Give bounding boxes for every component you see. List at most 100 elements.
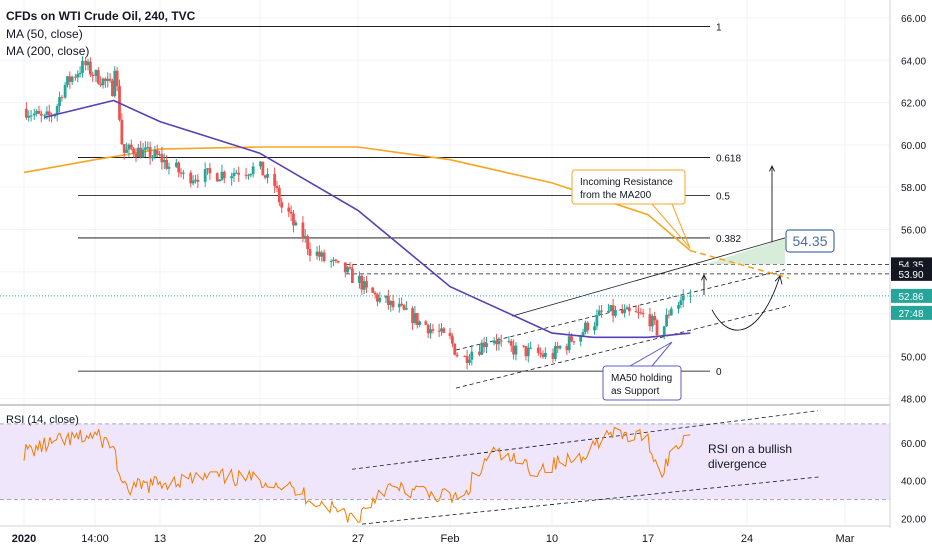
support-callout-pointer xyxy=(629,341,673,367)
candle-body xyxy=(111,80,114,97)
candle-body xyxy=(232,172,236,177)
candle-body xyxy=(539,352,543,354)
candle-body xyxy=(526,347,530,357)
candle-body xyxy=(411,308,414,323)
candle-body xyxy=(429,329,432,334)
candle-body xyxy=(362,281,366,290)
candle-body xyxy=(681,295,685,301)
candle-body xyxy=(208,168,212,174)
candle-body xyxy=(106,78,110,82)
candle-body xyxy=(524,346,528,357)
candle-body xyxy=(43,114,46,116)
candle-body xyxy=(543,352,547,357)
candle-body xyxy=(579,335,583,342)
fib-label-0.5: 0.5 xyxy=(716,192,730,203)
channel-mid-dashed xyxy=(455,269,786,351)
price-tick-label: 66.00 xyxy=(901,14,926,25)
arrow-up-breakout-head xyxy=(768,164,776,172)
price-tag-box xyxy=(891,305,932,320)
candle-body xyxy=(572,341,576,343)
rsi-band-lines xyxy=(0,423,890,501)
candle-body xyxy=(332,259,335,261)
candle-body xyxy=(230,176,234,179)
candle-body xyxy=(144,147,147,150)
support-callout: MA50 holding as Support xyxy=(602,341,682,401)
candle-body xyxy=(277,188,281,203)
rsi-note-line2: divergence xyxy=(708,457,767,471)
candle-body xyxy=(553,346,557,359)
candle-body xyxy=(567,336,571,351)
ma50-line xyxy=(44,99,691,339)
candle-body xyxy=(113,70,117,97)
candle-body xyxy=(627,307,631,312)
candle-body xyxy=(400,303,404,306)
candle-body xyxy=(437,330,441,332)
candle-body xyxy=(179,172,183,174)
resistance-callout-line1: Incoming Resistance xyxy=(580,177,673,188)
candle-body xyxy=(606,310,610,312)
candle-body xyxy=(136,147,140,157)
candle-body xyxy=(81,60,84,73)
candle-body xyxy=(189,172,193,184)
candle-body xyxy=(541,353,545,357)
candle-body xyxy=(45,111,49,115)
time-tick-label: 24 xyxy=(741,533,753,545)
price-tick-label: 64.00 xyxy=(901,56,926,67)
support-callout-line1: MA50 holding xyxy=(611,373,672,384)
candle-body xyxy=(440,328,443,332)
candle-body xyxy=(465,356,469,363)
candle-body xyxy=(384,295,388,298)
candle-body xyxy=(191,180,195,184)
candle-body xyxy=(376,294,379,302)
candle-body xyxy=(495,340,498,345)
candle-body xyxy=(249,173,253,176)
candle-body xyxy=(655,320,659,336)
candle-body xyxy=(196,179,200,182)
fib-label-0.618: 0.618 xyxy=(716,154,741,165)
candle-body xyxy=(151,156,154,159)
candle-body xyxy=(125,149,128,153)
candle-body xyxy=(492,340,496,344)
candle-body xyxy=(301,222,305,237)
fib-label-0.382: 0.382 xyxy=(716,234,741,245)
candle-body xyxy=(623,309,627,314)
candle-body xyxy=(397,303,401,308)
candle-body xyxy=(334,259,338,261)
arrow-up-short-head xyxy=(700,273,708,281)
candle-body xyxy=(234,172,238,174)
candle-body xyxy=(155,150,159,155)
price-tick-label: 60.00 xyxy=(901,141,926,152)
candle-body xyxy=(24,108,28,118)
chart-title: CFDs on WTI Crude Oil, 240, TVC xyxy=(6,9,196,23)
candle-body xyxy=(418,321,422,325)
candle-body xyxy=(315,251,319,256)
candle-body xyxy=(174,162,178,167)
candle-body xyxy=(413,313,417,323)
candle-body xyxy=(308,249,312,256)
candle-body xyxy=(584,322,587,333)
time-tick-label: 2020 xyxy=(12,533,36,545)
candle-body xyxy=(360,275,364,290)
candle-body xyxy=(595,315,599,327)
target-zone xyxy=(705,237,785,265)
candle-body xyxy=(455,354,459,357)
candle-body xyxy=(597,310,601,316)
candle-body xyxy=(442,328,446,333)
candle-body xyxy=(650,315,654,327)
candle-body xyxy=(620,309,624,314)
candle-body xyxy=(160,154,164,163)
time-tick-label: Feb xyxy=(441,533,460,545)
candle-body xyxy=(94,70,98,76)
candle-body xyxy=(482,342,486,348)
candle-body xyxy=(39,113,43,116)
candle-body xyxy=(470,351,474,360)
candle-body xyxy=(329,260,333,262)
ma200-legend: MA (200, close) xyxy=(6,44,89,58)
candle-body xyxy=(609,305,613,311)
candle-body xyxy=(679,300,683,306)
candle-body xyxy=(292,213,295,226)
candle-body xyxy=(63,84,67,98)
rsi-line xyxy=(23,426,691,523)
price-tick-label: 62.00 xyxy=(901,99,926,110)
candle-body xyxy=(139,147,143,158)
